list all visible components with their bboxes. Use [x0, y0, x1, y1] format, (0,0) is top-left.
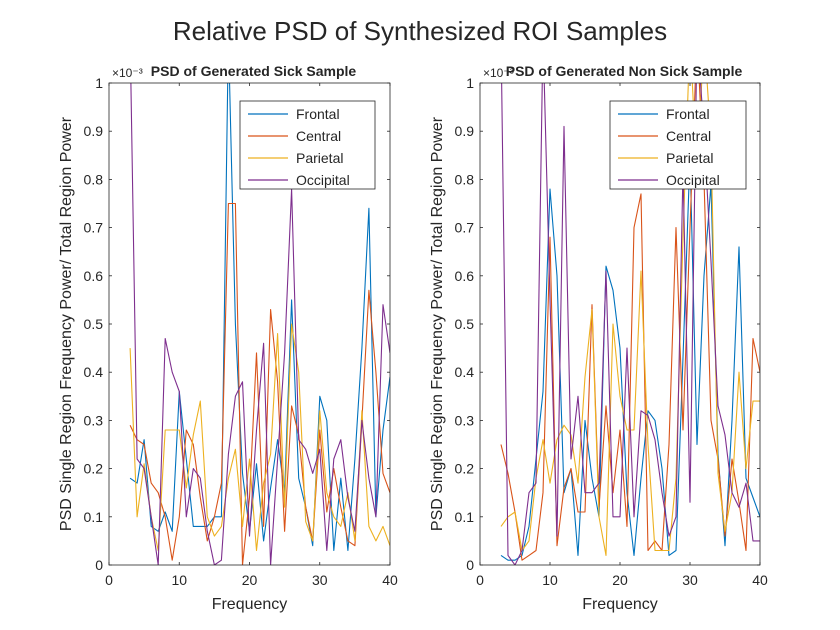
legend-box: [609, 100, 747, 190]
y-axis-label: PSD Single Region Frequency Power/ Total…: [429, 116, 446, 531]
legend-label-occipital: Occipital: [666, 172, 720, 188]
series-line-parietal: [129, 323, 390, 552]
legend-label-frontal: Frontal: [666, 106, 710, 122]
series-line-occipital: [130, 83, 390, 565]
y-tick-label: 0.5: [84, 316, 104, 332]
y-tick-label: 0.8: [84, 171, 104, 187]
subplot-non-sick: 0 10 20 30 40 0 0.1 0.2 0.3 0.4 0.5 0.6 0.7 0.8 0.9 1 ×1…: [429, 63, 768, 613]
legend: Frontal Central Parietal Occipital: [239, 100, 376, 190]
x-tick-label: 10: [542, 572, 558, 588]
y-tick-label: 0.9: [84, 123, 104, 139]
x-tick-label: 30: [312, 572, 328, 588]
x-tick-label: 30: [682, 572, 698, 588]
legend-label-parietal: Parietal: [296, 150, 343, 166]
x-tick-label: 0: [105, 572, 113, 588]
series-line-central: [129, 202, 390, 565]
legend-box: [239, 100, 376, 190]
y-axis-label: PSD Single Region Frequency Power/ Total…: [58, 116, 75, 531]
subplot-title: PSD of Generated Non Sick Sample: [506, 63, 743, 79]
y-tick-label: 0.3: [84, 412, 104, 428]
y-tick-label: 1: [466, 75, 474, 91]
y-exponent-label: ×10⁻³: [483, 66, 514, 80]
y-tick-label: 0.6: [84, 268, 104, 284]
y-tick-label: 0.4: [455, 364, 475, 380]
series-line-occipital: [501, 83, 760, 565]
legend-label-parietal: Parietal: [666, 150, 713, 166]
series-line-frontal: [129, 83, 390, 552]
y-tick-label: 0.3: [455, 412, 475, 428]
x-axis-label: Frequency: [582, 596, 658, 613]
y-tick-label: 0.9: [455, 123, 475, 139]
legend-label-central: Central: [666, 128, 711, 144]
x-tick-label: 20: [612, 572, 628, 588]
x-axis-label: Frequency: [212, 596, 288, 613]
y-tick-label: 0: [95, 557, 103, 573]
y-exponent-label: ×10⁻³: [112, 66, 143, 80]
legend-label-central: Central: [296, 128, 341, 144]
x-tick-label: 10: [171, 572, 187, 588]
y-tick-label: 0.7: [455, 220, 475, 236]
y-tick-label: 0: [466, 557, 474, 573]
legend-label-frontal: Frontal: [296, 106, 340, 122]
figure-title: Relative PSD of Synthesized ROI Samples: [173, 16, 667, 46]
y-tick-label: 0.4: [84, 364, 104, 380]
y-tick-label: 0.6: [455, 268, 475, 284]
legend-label-occipital: Occipital: [296, 172, 350, 188]
x-tick-label: 0: [476, 572, 484, 588]
x-tick-label: 20: [242, 572, 258, 588]
series-lines: [129, 83, 390, 565]
y-tick-label: 0.8: [455, 171, 475, 187]
y-tick-label: 0.1: [455, 509, 475, 525]
y-tick-label: 0.5: [455, 316, 475, 332]
y-tick-label: 0.2: [84, 461, 104, 477]
series-lines: [500, 83, 760, 565]
legend: Frontal Central Parietal Occipital: [609, 100, 747, 190]
y-tick-label: 1: [95, 75, 103, 91]
y-tick-label: 0.1: [84, 509, 104, 525]
y-tick-label: 0.7: [84, 220, 104, 236]
x-tick-label: 40: [382, 572, 398, 588]
subplot-title: PSD of Generated Sick Sample: [151, 63, 357, 79]
x-tick-label: 40: [752, 572, 768, 588]
subplot-sick: 0 10 20 30 40 0 0.1 0.2 0.3 0.4 0.5 0.6 0.7 0.8 0.9 1 ×1…: [58, 63, 398, 613]
y-tick-label: 0.2: [455, 461, 475, 477]
